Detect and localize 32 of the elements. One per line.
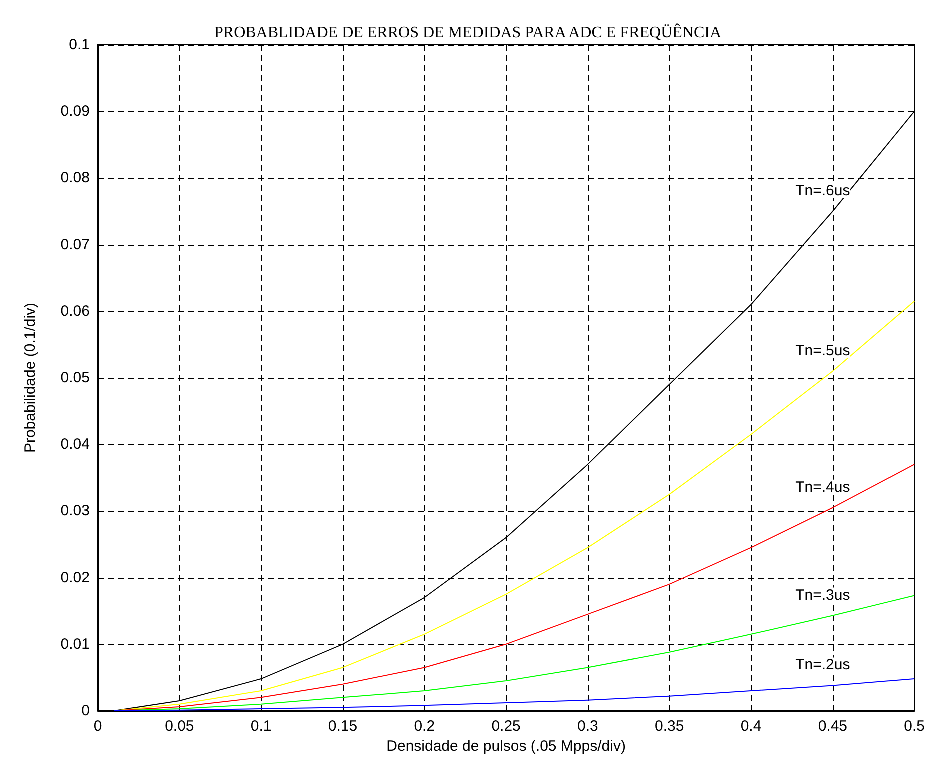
y-tick-label: 0.06 [60,302,90,320]
x-tick-label: 0.15 [328,718,358,735]
series-label: Tn=.5us [796,342,850,360]
x-tick-label: 0.05 [165,718,194,735]
y-tick-label: 0.03 [60,502,90,520]
x-tick-label: 0.2 [414,718,436,735]
y-axis-title: Probabilidade (0.1/div) [22,302,39,454]
y-tick-label: 0.02 [60,569,90,586]
y-tick-label: 0 [82,702,90,720]
x-tick-label: 0.25 [492,718,521,735]
chart-title: PROBABLIDADE DE ERROS DE MEDIDAS PARA ADC E FREQÜÊNCIA [214,24,722,42]
x-tick-label: 0.45 [818,718,848,735]
x-tick-label: 0.35 [655,718,684,735]
x-tick-label: 0.1 [250,718,272,735]
line-series [114,300,916,712]
y-tick-label: 0.1 [69,36,90,54]
y-tick-label: 0.04 [60,436,90,454]
y-tick-label: 0.09 [60,103,90,120]
y-tick-label: 0.07 [60,236,90,254]
y-tick-label: 0.01 [60,636,90,653]
series-label: Tn=.2us [796,656,850,674]
y-tick-label: 0.05 [60,370,90,386]
x-tick-label: 0.3 [578,718,598,735]
y-tick-label: 0.08 [60,170,90,187]
line-series [114,678,916,712]
series-label: Tn=.6us [796,182,850,200]
series-label: Tn=.4us [796,478,850,496]
x-tick-label: 0 [94,718,102,735]
x-axis-title: Densidade de pulsos (.05 Mpps/div) [386,738,626,755]
x-tick-label: 0.5 [904,718,926,735]
series-label: Tn=.3us [796,586,850,604]
x-tick-label: 0.4 [740,718,762,735]
